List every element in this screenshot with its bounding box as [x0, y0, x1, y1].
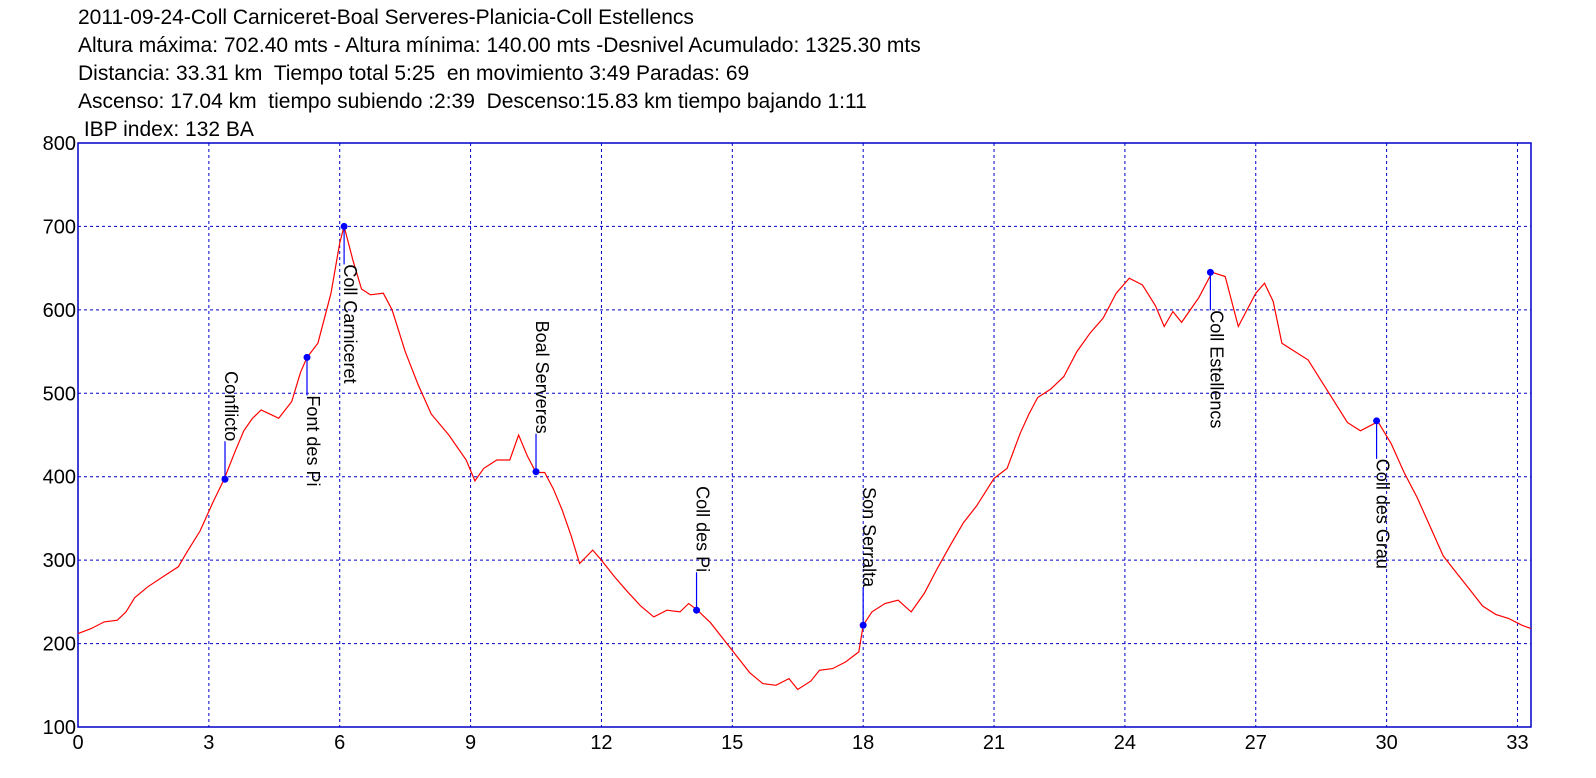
waypoint	[532, 468, 540, 476]
waypoint	[221, 475, 229, 483]
x-tick-label: 24	[1114, 732, 1136, 754]
waypoint-label: Coll des Grau	[1373, 459, 1393, 569]
y-tick-label: 300	[43, 550, 76, 572]
x-tick-label: 6	[334, 732, 345, 754]
x-tick-label: 9	[465, 732, 476, 754]
x-tick-label: 12	[590, 732, 612, 754]
waypoint-label: Coll Carniceret	[340, 264, 360, 383]
info-line: IBP index: 132 BA	[78, 118, 254, 141]
waypoint-label: Coll des Pi	[693, 486, 713, 572]
waypoint-label: Coll Estellencs	[1206, 310, 1226, 428]
y-tick-label: 800	[43, 133, 76, 155]
x-tick-label: 21	[983, 732, 1005, 754]
y-tick-label: 200	[43, 634, 76, 656]
x-tick-label: 30	[1375, 732, 1397, 754]
waypoint-label: Font des Pi	[303, 395, 323, 486]
x-tick-label: 0	[72, 732, 83, 754]
x-tick-label: 15	[721, 732, 743, 754]
elevation-line	[77, 224, 1532, 691]
waypoint	[1373, 417, 1381, 425]
x-tick-label: 33	[1506, 732, 1528, 754]
waypoint	[693, 606, 701, 614]
info-line: Distancia: 33.31 km Tiempo total 5:25 en…	[78, 62, 749, 85]
waypoint	[303, 353, 311, 361]
x-tick-label: 3	[203, 732, 214, 754]
y-tick-label: 500	[43, 383, 76, 405]
info-line: Altura máxima: 702.40 mts - Altura mínim…	[78, 34, 921, 57]
waypoint-label: Conflicto	[221, 371, 241, 441]
y-tick-label: 700	[43, 216, 76, 238]
y-tick-label: 100	[43, 717, 76, 739]
waypoint-label: Son Serralta	[859, 487, 879, 588]
waypoint-label: Boal Serveres	[532, 321, 552, 434]
x-tick-label: 18	[852, 732, 874, 754]
waypoint	[859, 621, 867, 629]
plot-frame	[77, 142, 1532, 728]
chart-title: 2011-09-24-Coll Carniceret-Boal Serveres…	[78, 6, 694, 29]
y-tick-label: 400	[43, 467, 76, 489]
waypoint	[1206, 268, 1214, 276]
info-line: Ascenso: 17.04 km tiempo subiendo :2:39 …	[78, 90, 867, 113]
x-tick-label: 27	[1245, 732, 1267, 754]
waypoint	[340, 222, 348, 230]
y-tick-label: 600	[43, 300, 76, 322]
